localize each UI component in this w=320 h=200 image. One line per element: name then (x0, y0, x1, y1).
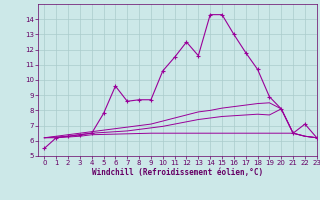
X-axis label: Windchill (Refroidissement éolien,°C): Windchill (Refroidissement éolien,°C) (92, 168, 263, 177)
